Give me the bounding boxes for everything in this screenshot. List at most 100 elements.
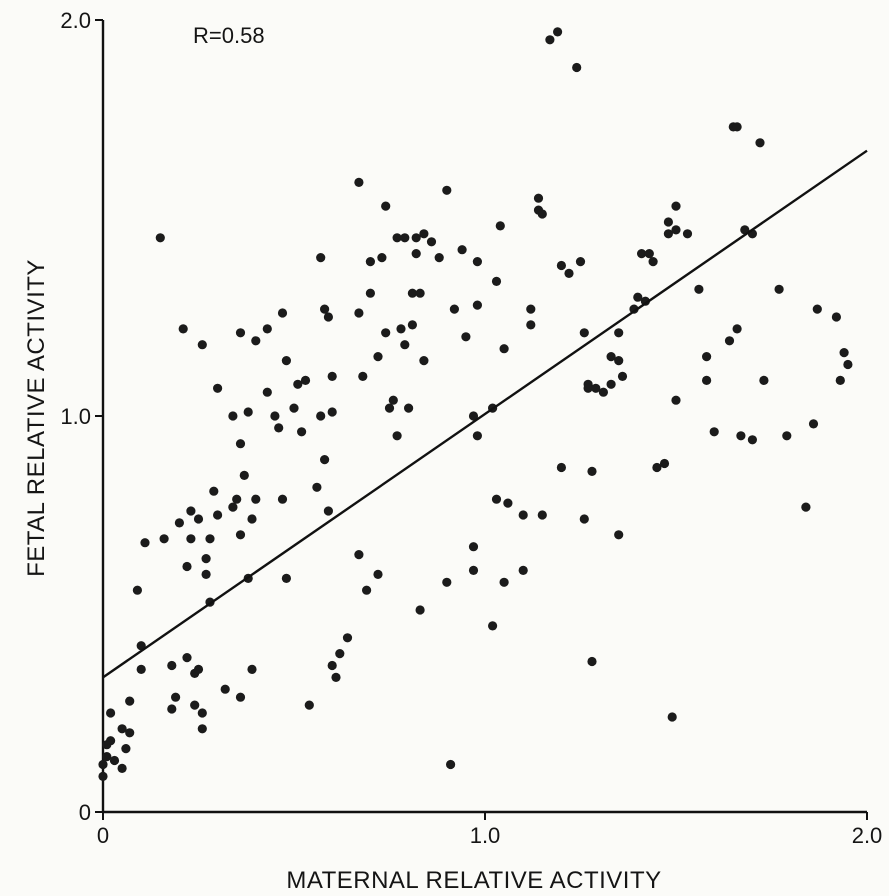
data-point [155,233,165,243]
data-point [277,494,288,504]
data-point [400,340,410,350]
data-point [617,371,628,381]
data-point [579,328,589,338]
data-point [270,411,280,421]
data-point [178,324,188,334]
data-point [197,708,207,718]
data-point [354,308,364,318]
data-point [251,336,261,346]
data-point [373,569,383,580]
data-point [117,724,127,734]
y-tick-label: 2.0 [60,8,91,33]
data-point [174,518,184,528]
data-point [312,482,322,492]
data-point [167,704,177,714]
data-point [411,249,421,259]
data-point [354,550,364,560]
data-point [591,383,601,393]
data-point [320,304,330,314]
data-point [365,288,375,298]
data-point [468,565,479,576]
data-point [812,304,822,314]
x-axis-label: MATERNAL RELATIVE ACTIVITY [286,867,661,894]
data-point [843,359,853,370]
data-point [747,435,758,445]
data-points [98,27,853,782]
data-point [136,664,146,675]
data-point [235,328,246,338]
data-point [106,708,116,718]
data-point [98,759,108,770]
x-tick-label: 0 [97,823,109,848]
data-point [446,759,456,770]
data-point [132,585,142,595]
data-point [277,308,288,318]
data-point [293,379,303,389]
data-point [316,253,326,263]
data-point [205,534,215,544]
data-point [182,653,192,663]
data-point [449,304,459,314]
data-point [702,375,712,385]
data-point [400,233,410,243]
data-point [159,534,169,544]
data-point [407,320,417,330]
data-point [724,336,735,346]
correlation-annotation: R=0.58 [193,23,265,48]
data-point [472,257,482,267]
data-point [663,229,674,239]
data-point [109,755,120,766]
data-point [323,312,333,322]
data-point [377,253,387,263]
data-point [247,514,257,524]
data-point [468,542,479,552]
data-point [300,375,311,385]
data-point [262,387,272,397]
data-point [774,284,784,294]
data-point [491,494,502,504]
data-point [415,288,425,298]
axes [101,20,867,814]
data-point [503,498,513,508]
data-point [316,411,326,421]
data-point [640,296,651,306]
data-point [499,344,509,354]
data-point [537,510,547,520]
data-point [289,403,299,413]
data-point [342,633,353,643]
data-point [327,660,337,671]
data-point [598,387,609,397]
data-point [327,407,337,417]
data-point [388,395,398,405]
data-point [209,486,219,496]
data-point [526,320,536,330]
data-point [171,692,181,702]
data-point [323,506,333,516]
data-point [587,656,597,667]
data-point [682,229,693,239]
data-point [468,411,479,421]
data-point [533,193,544,203]
data-point [232,494,242,504]
data-point [801,502,811,512]
data-point [239,470,249,480]
data-point [274,423,284,433]
data-point [648,257,658,267]
data-point [228,411,238,421]
data-point [488,621,498,631]
ticks: 0 1.0 2.0 0 1.0 2.0 [60,8,882,848]
data-point [831,312,842,322]
data-point [808,419,819,429]
data-point [839,348,849,358]
data-point [553,27,563,37]
data-point [392,431,402,441]
regression-line [102,149,868,679]
data-point [633,292,643,302]
data-point [572,62,582,73]
data-point [461,332,471,342]
y-tick-label: 1.0 [60,404,91,429]
data-point [419,229,429,239]
data-point [442,185,452,195]
data-point [755,138,765,148]
